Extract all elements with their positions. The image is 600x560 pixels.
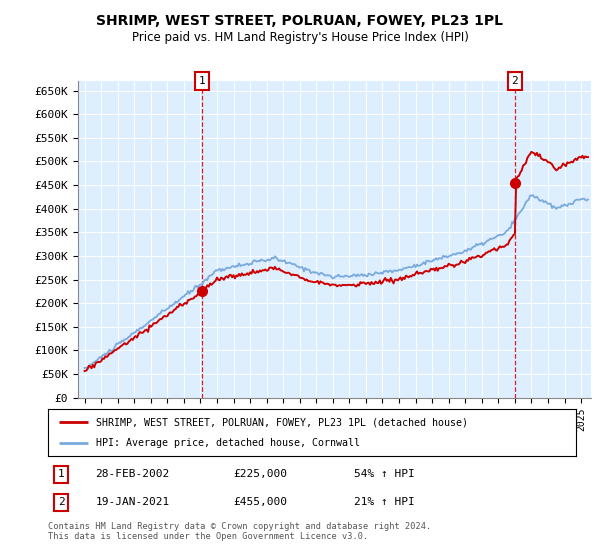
Text: 1: 1 — [58, 469, 65, 479]
Text: 28-FEB-2002: 28-FEB-2002 — [95, 469, 170, 479]
Text: 2: 2 — [58, 497, 65, 507]
Text: HPI: Average price, detached house, Cornwall: HPI: Average price, detached house, Corn… — [95, 438, 359, 448]
Text: 2: 2 — [512, 76, 518, 86]
Text: Contains HM Land Registry data © Crown copyright and database right 2024.
This d: Contains HM Land Registry data © Crown c… — [48, 522, 431, 542]
Text: SHRIMP, WEST STREET, POLRUAN, FOWEY, PL23 1PL (detached house): SHRIMP, WEST STREET, POLRUAN, FOWEY, PL2… — [95, 417, 467, 427]
Text: 21% ↑ HPI: 21% ↑ HPI — [354, 497, 415, 507]
Text: Price paid vs. HM Land Registry's House Price Index (HPI): Price paid vs. HM Land Registry's House … — [131, 31, 469, 44]
Text: 1: 1 — [199, 76, 205, 86]
Text: £225,000: £225,000 — [233, 469, 287, 479]
Text: £455,000: £455,000 — [233, 497, 287, 507]
Text: 54% ↑ HPI: 54% ↑ HPI — [354, 469, 415, 479]
Text: SHRIMP, WEST STREET, POLRUAN, FOWEY, PL23 1PL: SHRIMP, WEST STREET, POLRUAN, FOWEY, PL2… — [97, 14, 503, 28]
Text: 19-JAN-2021: 19-JAN-2021 — [95, 497, 170, 507]
